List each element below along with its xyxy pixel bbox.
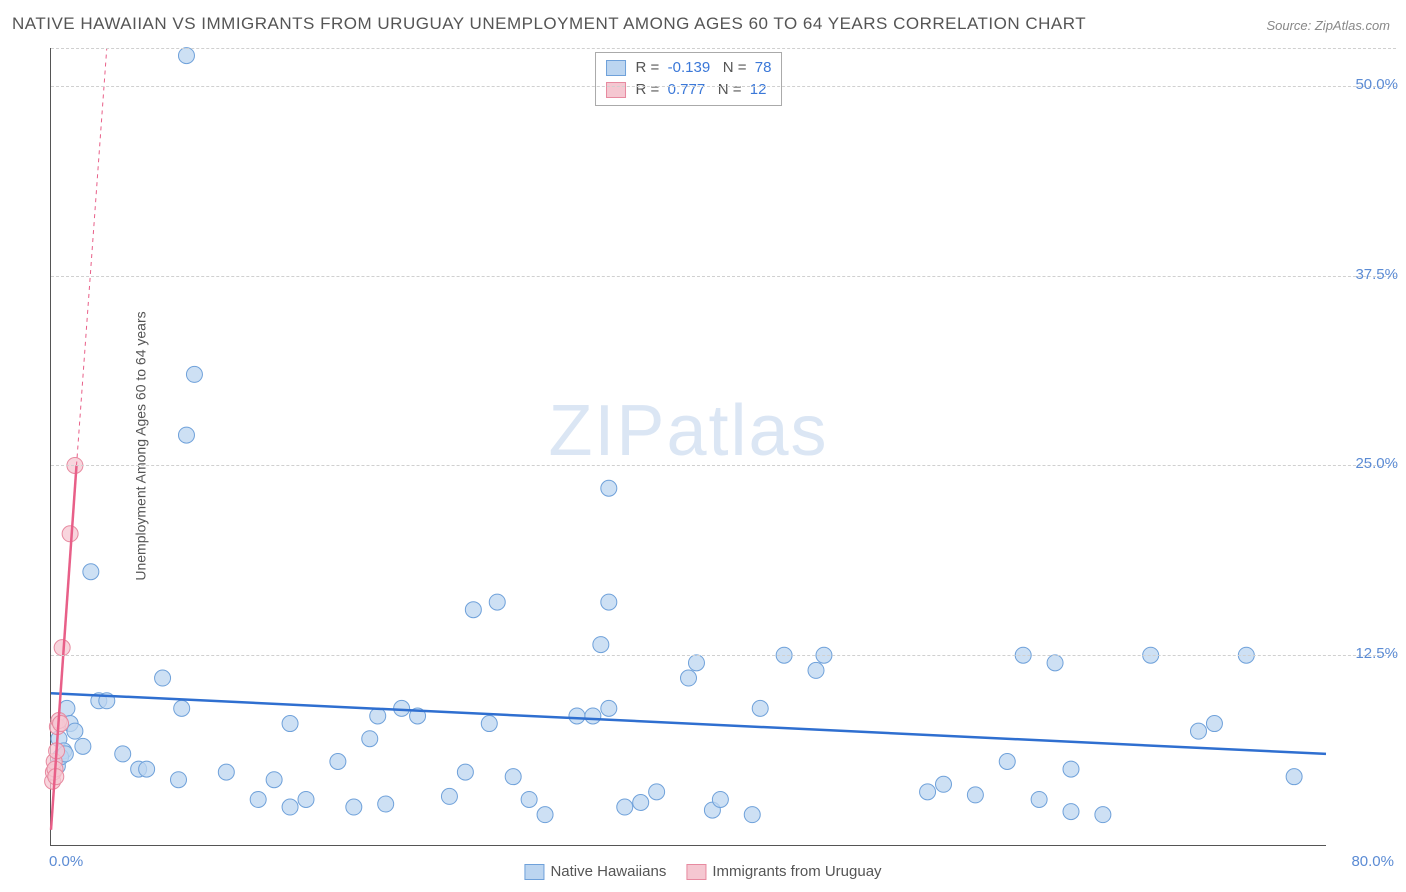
y-tick-label: 50.0% xyxy=(1355,76,1398,93)
series-legend-label: Immigrants from Uruguay xyxy=(712,863,881,880)
y-tick-label: 37.5% xyxy=(1355,266,1398,283)
x-tick-label: 80.0% xyxy=(1351,853,1394,870)
series-legend-item: Immigrants from Uruguay xyxy=(686,863,881,880)
legend-swatch xyxy=(524,864,544,880)
legend-swatch xyxy=(686,864,706,880)
stats-legend: R = -0.139 N = 78R = 0.777 N = 12 xyxy=(595,52,783,106)
series-legend: Native Hawaiians Immigrants from Uruguay xyxy=(524,863,881,880)
chart-svg xyxy=(51,48,1326,845)
source-label: Source: ZipAtlas.com xyxy=(1266,18,1390,33)
legend-swatch xyxy=(606,60,626,76)
chart-title: NATIVE HAWAIIAN VS IMMIGRANTS FROM URUGU… xyxy=(12,14,1086,34)
y-tick-label: 12.5% xyxy=(1355,645,1398,662)
stats-legend-row: R = 0.777 N = 12 xyxy=(606,79,772,101)
stats-legend-row: R = -0.139 N = 78 xyxy=(606,57,772,79)
plot-area: ZIPatlas R = -0.139 N = 78R = 0.777 N = … xyxy=(50,48,1326,846)
series-legend-item: Native Hawaiians xyxy=(524,863,666,880)
series-legend-label: Native Hawaiians xyxy=(550,863,666,880)
y-tick-label: 25.0% xyxy=(1355,455,1398,472)
x-tick-label: 0.0% xyxy=(49,853,83,870)
legend-swatch xyxy=(606,82,626,98)
chart-container: NATIVE HAWAIIAN VS IMMIGRANTS FROM URUGU… xyxy=(0,0,1406,892)
